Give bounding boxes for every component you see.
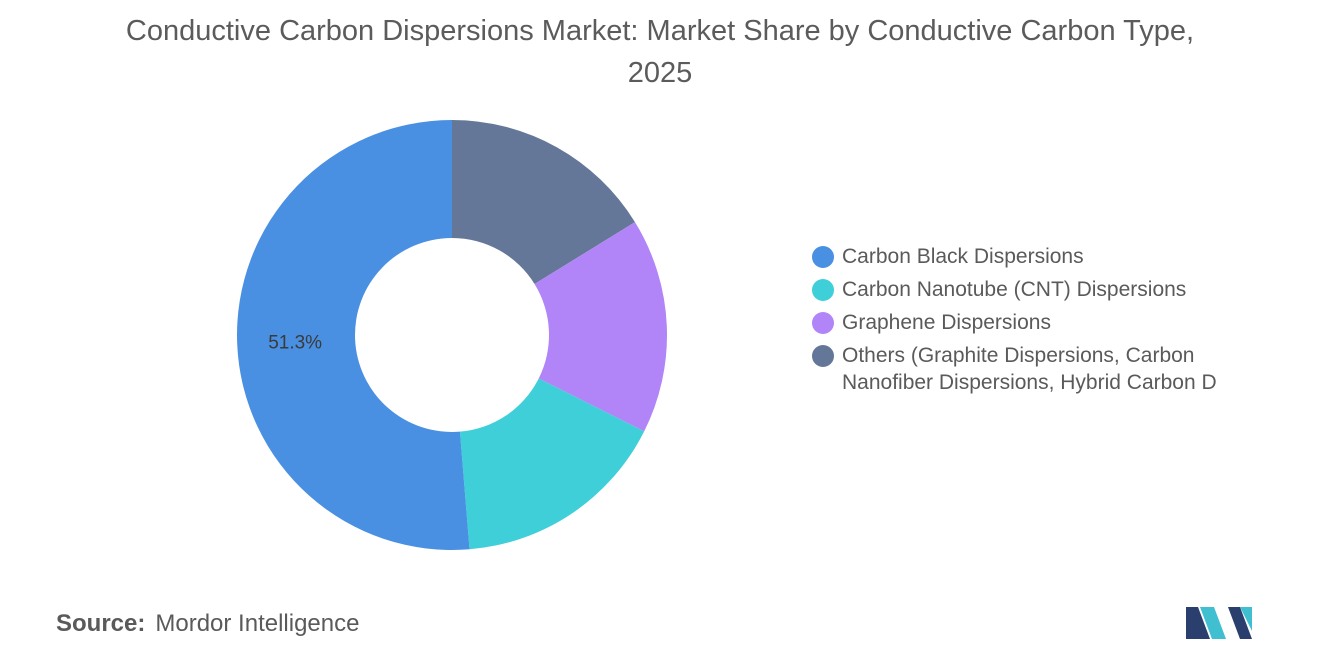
donut-slice: [459, 378, 645, 550]
donut-slice: [534, 222, 667, 432]
logo-shape: [1186, 607, 1210, 639]
legend-swatch: [812, 246, 834, 268]
logo-shape: [1228, 607, 1252, 639]
slice-data-label: 51.3%: [268, 332, 322, 353]
legend-swatch: [812, 279, 834, 301]
legend-item: Graphene Dispersions: [812, 309, 1292, 336]
legend-item: Carbon Nanotube (CNT) Dispersions: [812, 276, 1292, 303]
mordor-intelligence-logo-icon: [1186, 607, 1252, 639]
donut-slice: [452, 120, 635, 285]
logo-shape: [1200, 607, 1226, 639]
legend-label: Graphene Dispersions: [842, 311, 1051, 334]
logo-shape: [1240, 607, 1252, 631]
donut-slice: [237, 120, 470, 550]
legend-item: Others (Graphite Dispersions, Carbon Nan…: [812, 342, 1292, 396]
chart-title: Conductive Carbon Dispersions Market: Ma…: [125, 15, 1195, 89]
source-value: Mordor Intelligence: [155, 610, 360, 637]
chart-legend: Carbon Black Dispersions Carbon Nanotube…: [812, 243, 1292, 402]
legend-label: Carbon Nanotube (CNT) Dispersions: [842, 278, 1187, 301]
legend-item: Carbon Black Dispersions: [812, 243, 1292, 270]
legend-swatch: [812, 345, 834, 367]
source-label: Source:: [56, 610, 146, 637]
legend-swatch: [812, 312, 834, 334]
legend-label: Carbon Black Dispersions: [842, 245, 1084, 268]
source-note: Source: Mordor Intelligence: [56, 610, 359, 638]
legend-label: Others (Graphite Dispersions, Carbon Nan…: [842, 344, 1217, 394]
